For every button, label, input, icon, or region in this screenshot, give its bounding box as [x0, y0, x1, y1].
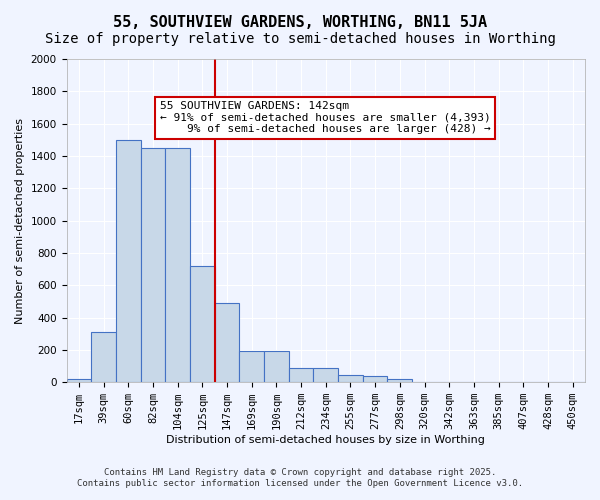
Bar — [239, 350, 264, 382]
Text: 55 SOUTHVIEW GARDENS: 142sqm
← 91% of semi-detached houses are smaller (4,393)
 : 55 SOUTHVIEW GARDENS: 142sqm ← 91% of se… — [160, 101, 491, 134]
Bar — [289, 368, 313, 382]
Bar — [165, 148, 190, 382]
Bar — [91, 332, 116, 382]
Bar — [264, 350, 289, 382]
Bar — [388, 379, 412, 382]
Bar — [190, 266, 215, 382]
X-axis label: Distribution of semi-detached houses by size in Worthing: Distribution of semi-detached houses by … — [166, 435, 485, 445]
Bar — [363, 376, 388, 382]
Bar — [215, 303, 239, 382]
Bar — [140, 148, 165, 382]
Bar — [338, 375, 363, 382]
Text: 55, SOUTHVIEW GARDENS, WORTHING, BN11 5JA: 55, SOUTHVIEW GARDENS, WORTHING, BN11 5J… — [113, 15, 487, 30]
Bar — [313, 368, 338, 382]
Bar — [116, 140, 140, 382]
Y-axis label: Number of semi-detached properties: Number of semi-detached properties — [15, 118, 25, 324]
Bar — [67, 379, 91, 382]
Text: Contains HM Land Registry data © Crown copyright and database right 2025.
Contai: Contains HM Land Registry data © Crown c… — [77, 468, 523, 487]
Text: Size of property relative to semi-detached houses in Worthing: Size of property relative to semi-detach… — [44, 32, 556, 46]
